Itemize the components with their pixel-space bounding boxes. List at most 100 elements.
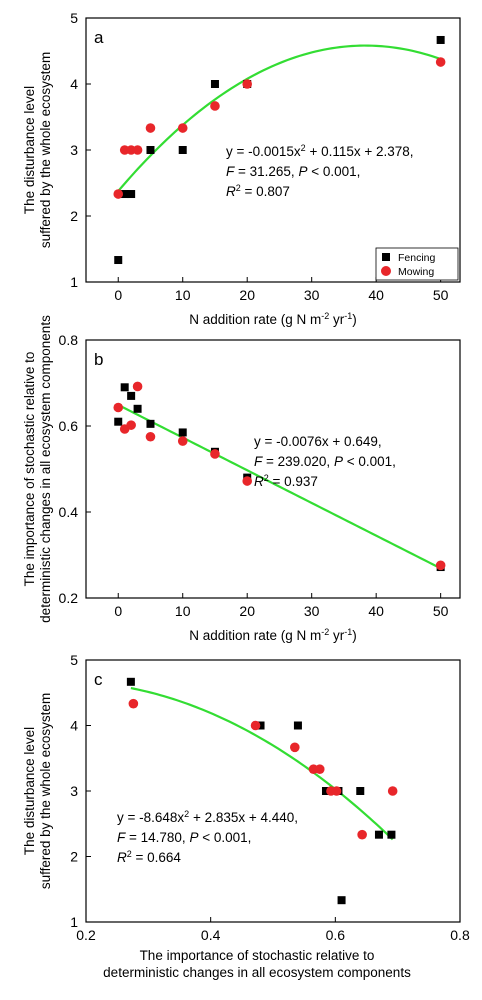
fit-line bbox=[117, 403, 442, 570]
panel-letter: a bbox=[94, 28, 104, 47]
data-point-fencing bbox=[356, 787, 365, 795]
x-tick-label: 30 bbox=[304, 287, 320, 303]
y-axis-label: The disturbance level bbox=[22, 727, 37, 855]
x-tick-label: 0.2 bbox=[76, 927, 96, 943]
data-point-mowing bbox=[210, 101, 220, 111]
y-axis-label: suffered by the whole ecosystem bbox=[38, 52, 53, 248]
data-point-mowing bbox=[314, 764, 325, 774]
equation-line-3: R2 = 0.664 bbox=[117, 849, 181, 865]
y-tick-label: 0.8 bbox=[59, 332, 79, 348]
x-axis-label: N addition rate (g N m-2 yr-1) bbox=[189, 311, 357, 327]
panel-c: 0.2 0.4 0.6 0.8 1 2 3 4 5c y = -8.648x2 + 2.835x … bbox=[22, 652, 470, 980]
x-tick-label: 30 bbox=[304, 603, 320, 619]
x-tick-label: 40 bbox=[368, 603, 384, 619]
equation-line-2: F = 31.265, P < 0.001, bbox=[226, 164, 360, 179]
y-tick-label: 5 bbox=[70, 652, 78, 668]
panel-b: 0 10 20 30 40 50 0.2 0.4 0.6 0.8 b y = -0.0076x + 0… bbox=[22, 315, 461, 643]
x-tick-label: 20 bbox=[239, 287, 255, 303]
x-tick-label: 50 bbox=[433, 603, 449, 619]
data-point-fencing bbox=[127, 391, 136, 400]
data-point-mowing bbox=[177, 123, 188, 133]
data-point-mowing bbox=[145, 123, 156, 133]
equation-line-3: R2 = 0.807 bbox=[226, 183, 290, 199]
fit-line bbox=[130, 687, 394, 841]
y-tick-label: 0.6 bbox=[59, 418, 79, 434]
data-point-mowing bbox=[357, 829, 367, 840]
y-tick-label: 1 bbox=[70, 274, 78, 290]
y-tick-label: 4 bbox=[70, 718, 78, 734]
y-tick-label: 5 bbox=[70, 10, 78, 26]
data-point-mowing bbox=[132, 145, 143, 155]
data-point-fencing bbox=[146, 419, 155, 428]
panel-letter: c bbox=[94, 670, 103, 689]
data-point-fencing bbox=[133, 404, 142, 413]
data-point-mowing bbox=[242, 79, 253, 89]
x-tick-label: 0 bbox=[114, 287, 122, 303]
x-tick-label: 10 bbox=[175, 287, 191, 303]
data-point-fencing bbox=[321, 787, 330, 795]
y-tick-label: 0.4 bbox=[59, 504, 79, 520]
plot-frame bbox=[85, 339, 461, 599]
equation-line-1: y = -0.0015x2 + 0.115x + 2.378, bbox=[226, 143, 414, 159]
y-axis-label: The importance of stochastic relative to bbox=[22, 352, 37, 587]
y-tick-label: 0.2 bbox=[59, 590, 79, 606]
x-axis-label: N addition rate (g N m-2 yr-1) bbox=[189, 627, 357, 643]
data-point-fencing bbox=[178, 146, 187, 154]
data-point-mowing bbox=[331, 786, 342, 796]
y-tick-label: 2 bbox=[70, 208, 78, 224]
fit-line bbox=[117, 44, 442, 192]
equation-line-2: F = 239.020, P < 0.001, bbox=[254, 454, 396, 469]
data-point-fencing bbox=[126, 677, 135, 686]
y-tick-label: 3 bbox=[70, 142, 78, 158]
data-point-fencing bbox=[120, 190, 129, 199]
data-point-fencing bbox=[146, 146, 155, 154]
x-tick-label: 0 bbox=[114, 603, 122, 619]
y-tick-label: 2 bbox=[70, 849, 78, 865]
data-point-fencing bbox=[293, 721, 302, 730]
legend-label-fencing: Fencing bbox=[398, 252, 436, 264]
y-axis-label: suffered by the whole ecosystem bbox=[38, 693, 53, 889]
data-point-mowing bbox=[145, 431, 156, 442]
data-point-mowing bbox=[113, 189, 124, 199]
legend-marker-fencing bbox=[382, 253, 390, 261]
data-point-mowing bbox=[113, 402, 124, 413]
data-point-fencing bbox=[387, 830, 396, 839]
data-point-mowing bbox=[126, 420, 136, 430]
y-tick-label: 4 bbox=[70, 76, 78, 92]
equation-line-1: y = -0.0076x + 0.649, bbox=[254, 434, 382, 449]
data-point-fencing bbox=[114, 417, 123, 426]
y-axis-label: The disturbance level bbox=[22, 86, 37, 214]
data-point-mowing bbox=[242, 476, 253, 486]
equation-line-1: y = -8.648x2 + 2.835x + 4.440, bbox=[117, 809, 298, 825]
data-point-mowing bbox=[435, 57, 446, 67]
data-point-fencing bbox=[374, 830, 383, 839]
x-axis-label: The importance of stochastic relative to bbox=[140, 948, 375, 963]
data-point-mowing bbox=[177, 436, 188, 446]
data-point-mowing bbox=[290, 742, 300, 753]
data-point-mowing bbox=[387, 786, 398, 796]
x-tick-label: 40 bbox=[368, 287, 384, 303]
legend-label-mowing: Mowing bbox=[398, 266, 434, 278]
data-point-fencing bbox=[127, 190, 136, 199]
data-point-mowing bbox=[132, 381, 143, 392]
y-axis-label: deterministic changes in all ecosystem c… bbox=[38, 315, 53, 623]
plot-frame bbox=[85, 659, 461, 923]
data-point-mowing bbox=[250, 720, 261, 731]
equation-line-2: F = 14.780, P < 0.001, bbox=[117, 830, 251, 845]
data-point-fencing bbox=[120, 383, 129, 392]
x-tick-label: 10 bbox=[175, 603, 191, 619]
legend-marker-mowing bbox=[381, 266, 391, 276]
data-point-fencing bbox=[114, 256, 123, 265]
data-point-mowing bbox=[128, 698, 139, 709]
data-point-fencing bbox=[256, 721, 265, 730]
y-tick-label: 3 bbox=[70, 783, 78, 799]
data-point-mowing bbox=[435, 560, 446, 571]
x-tick-label: 0.8 bbox=[450, 927, 470, 943]
data-point-fencing bbox=[337, 896, 346, 905]
data-point-fencing bbox=[210, 80, 219, 88]
x-tick-label: 20 bbox=[239, 603, 255, 619]
x-tick-label: 50 bbox=[433, 287, 449, 303]
data-point-fencing bbox=[436, 35, 445, 44]
x-tick-label: 0.4 bbox=[201, 927, 221, 943]
